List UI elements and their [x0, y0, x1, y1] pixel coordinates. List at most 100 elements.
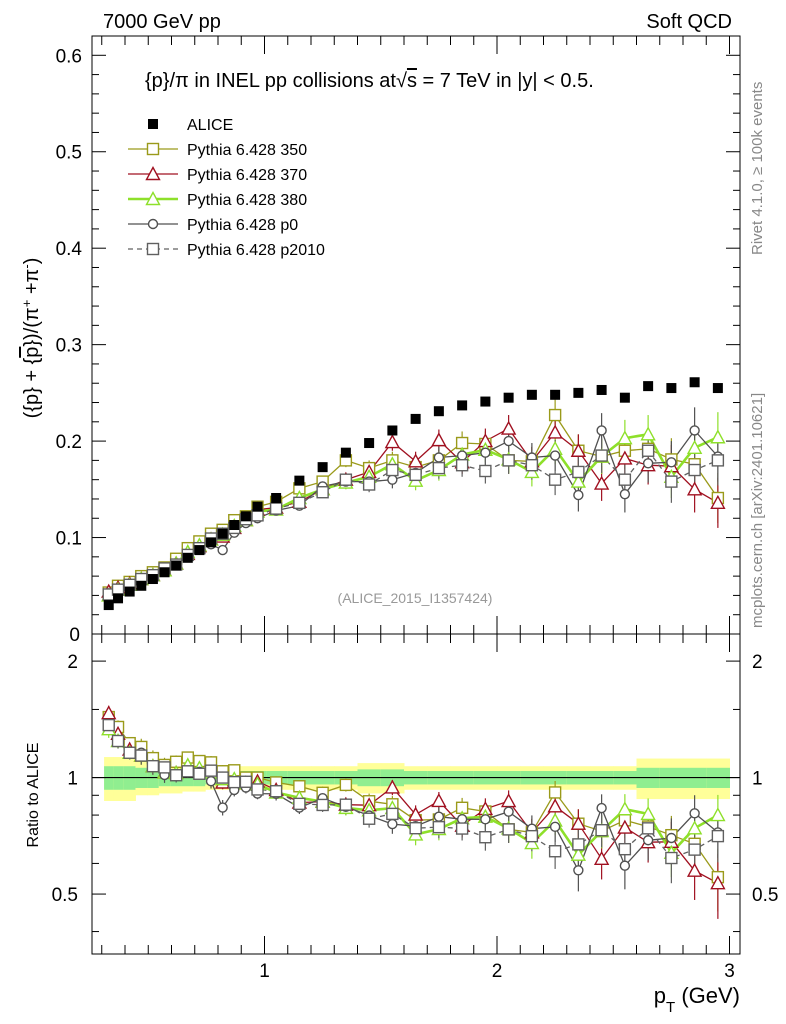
data-point [596, 802, 607, 814]
ylabel-c: +π [21, 269, 43, 300]
data-point [548, 845, 562, 858]
data-point [101, 705, 117, 720]
data-point [102, 718, 115, 732]
data-point [640, 805, 656, 821]
data-point [240, 511, 251, 522]
data-point [593, 850, 610, 866]
data-point [572, 465, 585, 479]
data-point [595, 449, 608, 462]
data-point [386, 807, 399, 821]
ylabel-pbar: p [21, 347, 43, 358]
data-point [384, 779, 401, 794]
data-point [710, 807, 726, 822]
data-point [433, 406, 444, 417]
ratio-axis-ticks: 0.5 0.5 1 1 2 2 1 2 3 [52, 634, 778, 982]
mcplots-label: mcplots.cern.ch [arXiv:2401.10621] [749, 393, 766, 628]
header-left: 7000 GeV pp [103, 11, 221, 33]
data-point [205, 775, 217, 787]
data-point [686, 439, 703, 455]
data-point [688, 463, 701, 477]
analysis-tag: (ALICE_2015_I1357424) [338, 590, 493, 606]
data-point [432, 820, 446, 834]
data-point [431, 792, 447, 808]
chart-title-sqrt: √ [396, 70, 407, 92]
data-point [710, 875, 726, 890]
data-point [293, 496, 306, 510]
data-point [239, 775, 253, 788]
y-tick-label: 0.3 [56, 336, 82, 357]
data-point [596, 384, 607, 395]
data-point [407, 453, 424, 468]
data-point [500, 793, 517, 808]
data-point [524, 463, 540, 479]
data-point [217, 528, 228, 539]
chart-title-b: = 7 TeV in |y| < 0.5. [417, 70, 594, 92]
data-point [686, 481, 703, 496]
data-point [666, 832, 677, 844]
main-panel: 0.1 0.2 0.3 0.4 0.5 0.6 0 [56, 35, 741, 646]
data-point [666, 383, 677, 394]
ratio-tick-label-right: 0.5 [752, 885, 778, 906]
data-point [642, 458, 654, 469]
rivet-label: Rivet 4.1.0, ≥ 100k events [749, 82, 766, 255]
data-point [689, 377, 700, 388]
ylabel-sup1: + [19, 300, 34, 308]
data-point [228, 775, 241, 789]
data-point [525, 829, 539, 843]
data-point [181, 765, 194, 778]
data-point [502, 823, 515, 836]
data-point [271, 493, 282, 504]
data-point [711, 829, 725, 843]
data-point [710, 429, 726, 444]
data-point [642, 835, 654, 846]
xlabel-sub: T [666, 999, 675, 1016]
data-point [548, 408, 562, 422]
main-axis-ticks: 0.1 0.2 0.3 0.4 0.5 0.6 0 [56, 36, 740, 646]
data-point [503, 435, 514, 447]
legend-label: Pythia 6.428 370 [187, 167, 307, 184]
data-point [457, 400, 468, 411]
data-point [643, 381, 654, 392]
data-point [145, 191, 161, 206]
legend-label: Pythia 6.428 p2010 [187, 242, 325, 259]
ratio-tick-label-right: 2 [752, 652, 763, 673]
data-point [686, 862, 703, 877]
data-point [686, 820, 703, 835]
data-point [407, 806, 424, 821]
data-point [593, 475, 610, 490]
data-point [502, 454, 515, 467]
data-point [147, 218, 159, 230]
data-point [570, 442, 587, 457]
main-data-marks [101, 377, 726, 611]
data-point [194, 545, 205, 556]
ratio-frame [91, 633, 741, 955]
data-point [480, 396, 491, 407]
data-point [570, 846, 587, 861]
data-point [217, 544, 228, 556]
data-point [204, 764, 218, 777]
data-point [410, 413, 421, 424]
xlabel: pT (GeV) [654, 983, 740, 1016]
data-point [111, 734, 125, 748]
data-point [362, 812, 376, 825]
data-point [340, 447, 351, 458]
data-point [431, 432, 447, 447]
data-point [573, 865, 584, 876]
data-point [252, 501, 263, 512]
ylabel-a: ({p} + { [21, 357, 43, 418]
ratio-tick-label-right: 1 [752, 769, 763, 790]
data-point [570, 815, 587, 830]
y-tick-label: 0.6 [56, 46, 82, 67]
legend: ALICE Pythia 6.428 350 Pythia 6.428 370 Pyt… [128, 117, 325, 259]
data-point [503, 392, 514, 403]
data-point [216, 771, 229, 784]
data-point [339, 798, 353, 811]
data-point [689, 425, 700, 436]
data-point [339, 473, 353, 486]
data-point [124, 586, 135, 597]
data-point [159, 567, 170, 578]
data-point [387, 818, 398, 830]
data-point [480, 814, 491, 825]
data-point [525, 459, 539, 472]
data-point [148, 119, 158, 129]
